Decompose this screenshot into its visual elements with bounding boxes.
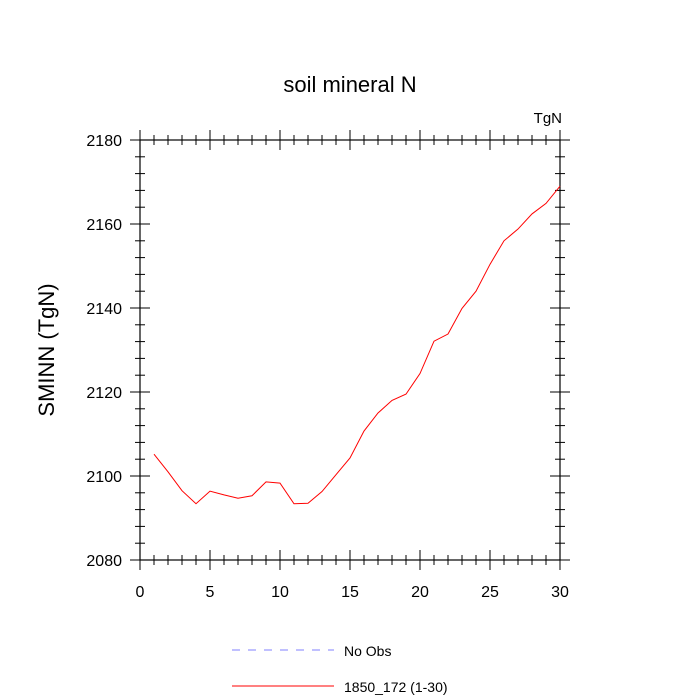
y-tick-label: 2180 bbox=[86, 133, 122, 150]
y-tick-label: 2140 bbox=[86, 301, 122, 318]
y-tick-label: 2080 bbox=[86, 553, 122, 570]
x-tick-label: 30 bbox=[551, 584, 569, 601]
x-tick-label: 5 bbox=[206, 584, 215, 601]
x-tick-label: 20 bbox=[411, 584, 429, 601]
legend-label: 1850_172 (1-30) bbox=[344, 679, 448, 695]
x-tick-label: 0 bbox=[136, 584, 145, 601]
plot-layer: 0 5 10 15 20 25 30 2080 2100 2120 2140 2160 2180 bbox=[86, 130, 570, 601]
units-label: TgN bbox=[534, 110, 562, 127]
series-line-1 bbox=[153, 185, 561, 505]
y-tick-label: 2160 bbox=[86, 217, 122, 234]
x-tick-label: 10 bbox=[271, 584, 289, 601]
x-tick-label: 25 bbox=[481, 584, 499, 601]
y-axis-label: SMINN (TgN) bbox=[34, 283, 59, 416]
x-tick-label: 15 bbox=[341, 584, 359, 601]
y-tick-label: 2120 bbox=[86, 385, 122, 402]
chart-title: soil mineral N bbox=[283, 72, 416, 97]
y-tick-label: 2100 bbox=[86, 469, 122, 486]
legend-label: No Obs bbox=[344, 643, 391, 659]
legend: No Obs 1850_172 (1-30) bbox=[232, 643, 448, 695]
